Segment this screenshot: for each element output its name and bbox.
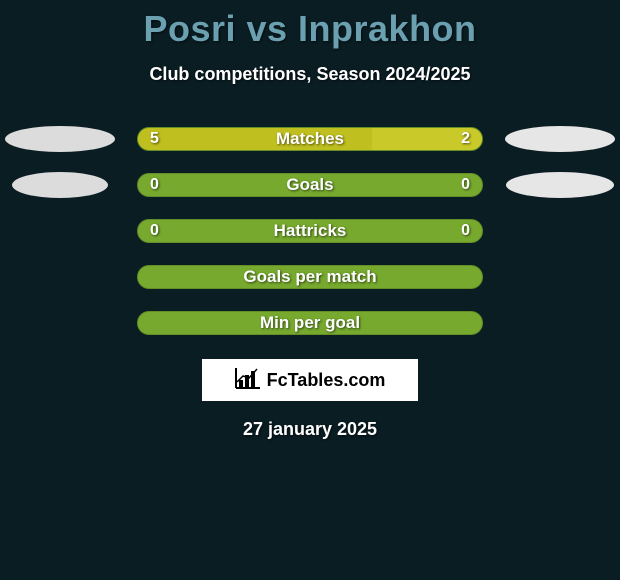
date-text: 27 january 2025 [0, 419, 620, 440]
stat-bar: Goals0 0 [137, 173, 483, 197]
player-ellipse-right [505, 126, 615, 152]
stat-row: Goals0 0 [0, 173, 620, 197]
stat-row: Matches5 2 [0, 127, 620, 151]
stat-value-left: 0 [150, 220, 159, 242]
stat-rows: Matches52Goals00Hattricks00Goals per mat… [0, 127, 620, 335]
stat-label: Hattricks [138, 220, 482, 242]
stat-bar: Goals per match [137, 265, 483, 289]
page-subtitle: Club competitions, Season 2024/2025 [0, 64, 620, 85]
stat-value-right: 0 [461, 220, 470, 242]
stat-value-left: 0 [150, 174, 159, 196]
stat-label: Min per goal [138, 312, 482, 334]
stat-row: Goals per match [0, 265, 620, 289]
stat-label: Goals [138, 174, 482, 196]
stat-label: Matches [138, 128, 482, 150]
logo-text: FcTables.com [267, 370, 386, 391]
stat-value-left: 5 [150, 128, 159, 150]
player-ellipse-left [5, 126, 115, 152]
stat-bar: Min per goal [137, 311, 483, 335]
player-ellipse-right [506, 172, 614, 198]
stat-bar: Hattricks0 0 [137, 219, 483, 243]
stat-value-right: 0 [461, 174, 470, 196]
chart-icon [235, 367, 261, 394]
stat-bar: Matches5 2 [137, 127, 483, 151]
player-ellipse-left [12, 172, 108, 198]
stat-value-right: 2 [461, 128, 470, 150]
stat-row: Hattricks0 0 [0, 219, 620, 243]
page-title: Posri vs Inprakhon [0, 0, 620, 50]
comparison-infographic: Posri vs Inprakhon Club competitions, Se… [0, 0, 620, 580]
logo-box: FcTables.com [202, 359, 418, 401]
stat-label: Goals per match [138, 266, 482, 288]
stat-row: Min per goal [0, 311, 620, 335]
